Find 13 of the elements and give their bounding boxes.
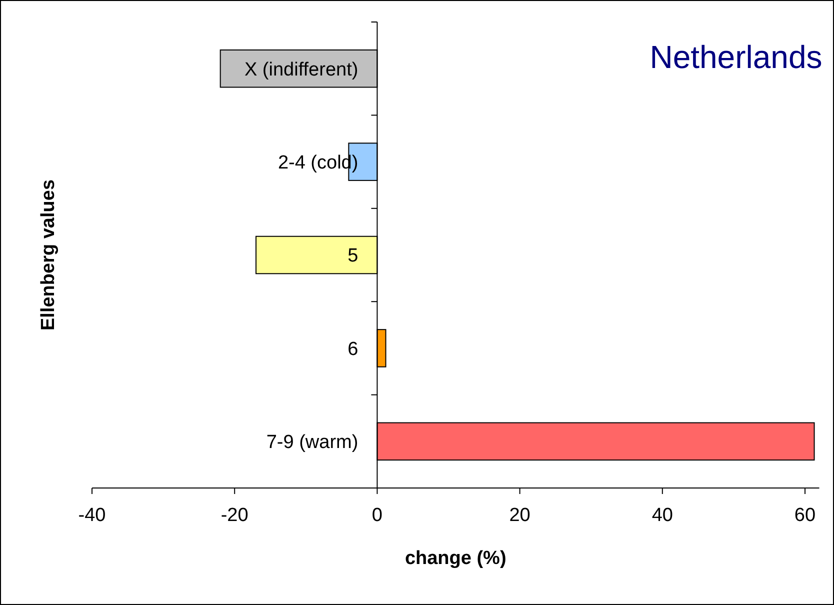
text: Netherlands (650, 39, 822, 75)
x-tick-label: -40 (78, 505, 106, 526)
x-tick-label: 0 (372, 505, 382, 526)
y-tick-label: 7-9 (warm) (266, 432, 358, 454)
x-axis-title: change (%) (404, 548, 506, 569)
y-tick-label: 6 (348, 338, 358, 360)
y-tick-label: X (indifferent) (244, 59, 358, 80)
y-tick-label: 5 (348, 246, 358, 267)
x-tick-label: 20 (509, 505, 530, 526)
x-tick-label: 40 (652, 505, 673, 526)
x-tick-label: -20 (220, 505, 248, 526)
x-tick-label: 60 (794, 505, 816, 526)
y-axis-title: Ellenberg values (38, 179, 59, 331)
